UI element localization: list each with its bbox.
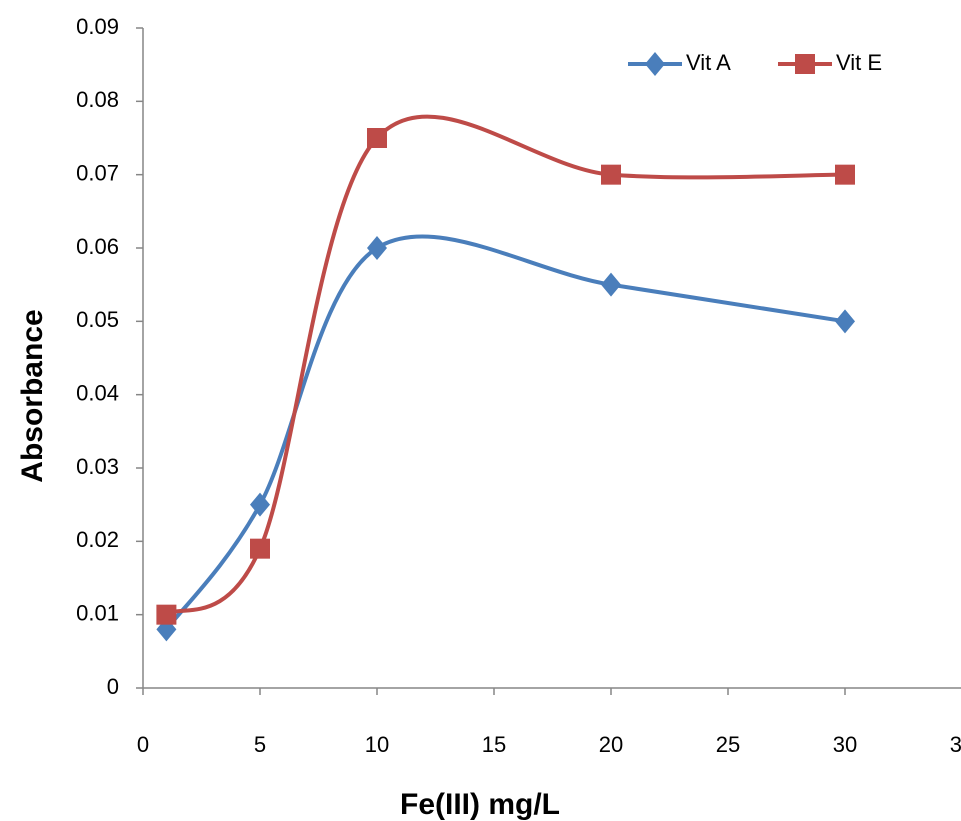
marker (156, 604, 177, 625)
y-tick-label: 0.06 (76, 234, 119, 259)
y-tick-label: 0.01 (76, 600, 119, 625)
marker (250, 538, 270, 559)
y-tick-label: 0.03 (76, 454, 119, 479)
x-tick-label: 15 (482, 732, 506, 757)
marker (835, 164, 855, 185)
marker (835, 309, 855, 334)
y-tick-label: 0.05 (76, 307, 119, 332)
legend-label: Vit A (686, 50, 731, 75)
y-tick-label: 0.04 (76, 380, 119, 405)
marker (250, 492, 270, 517)
marker (795, 54, 815, 74)
y-axis-title: Absorbance (16, 309, 49, 482)
marker (601, 272, 621, 297)
legend-label: Vit E (836, 50, 882, 75)
y-tick-label: 0.07 (76, 160, 119, 185)
x-tick-label: 20 (599, 732, 623, 757)
marker (601, 164, 621, 185)
y-tick-label: 0.08 (76, 87, 119, 112)
y-tick-label: 0.09 (76, 14, 119, 39)
x-tick-label: 0 (137, 732, 149, 757)
series-line (164, 234, 846, 631)
marker (367, 128, 387, 148)
x-axis-title: Fe(III) mg/L (400, 788, 560, 821)
y-tick-label: 0 (107, 674, 119, 699)
x-tick-label: 25 (716, 732, 740, 757)
x-tick-label: 10 (365, 732, 389, 757)
x-tick-label: 30 (833, 732, 857, 757)
y-tick-label: 0.02 (76, 527, 119, 552)
x-tick-label: 35 (950, 732, 961, 757)
marker (367, 236, 387, 260)
marker (645, 52, 665, 76)
x-tick-label: 5 (254, 732, 266, 757)
